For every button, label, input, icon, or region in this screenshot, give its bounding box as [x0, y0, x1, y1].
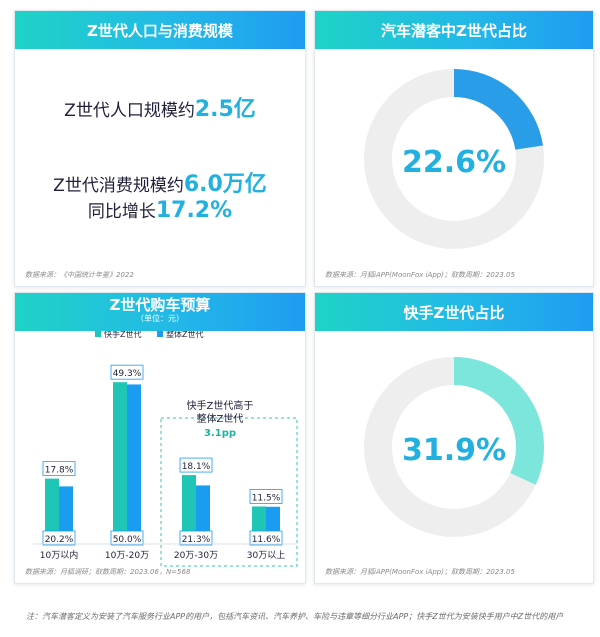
data-label-kuaishou: 20.2%	[45, 535, 74, 545]
legend-swatch-kuaishou	[95, 331, 101, 337]
legend-label-kuaishou: 快手Z世代	[104, 331, 141, 339]
panel-budget: Z世代购车预算 （单位：元） 快手Z世代 整体Z世代 快手Z世代高于 整体Z世代…	[14, 292, 306, 584]
kuaishou-donut: 31.9%	[364, 357, 544, 537]
car-prospects-donut: 22.6%	[364, 69, 544, 249]
panel-budget-title: Z世代购车预算	[109, 296, 211, 314]
legend-swatch-overall	[157, 331, 163, 337]
donut-segment	[453, 69, 543, 151]
bar-kuaishou	[113, 382, 127, 544]
category-label: 30万以上	[247, 550, 285, 561]
panel-budget-subtitle: （单位：元）	[136, 314, 184, 323]
category-label: 10万以内	[40, 549, 78, 561]
data-label-overall: 11.5%	[252, 493, 281, 503]
data-label-kuaishou-box	[179, 530, 213, 546]
bar-kuaishou	[182, 475, 196, 544]
panel-car-prospects-title: 汽车潜客中Z世代占比	[315, 11, 593, 49]
bar-overall	[127, 384, 141, 544]
panel-kuaishou-title: 快手Z世代占比	[315, 293, 593, 331]
callout-line-1: 快手Z世代高于	[187, 399, 254, 412]
panel-budget-source: 数据来源：月狐调研；取数周期：2023.06，N=568	[25, 568, 191, 576]
data-label-overall-box	[249, 489, 283, 504]
donut-value-label: 22.6%	[402, 145, 506, 180]
data-label-kuaishou-box	[42, 530, 76, 546]
bar-kuaishou	[45, 478, 59, 544]
population-line: Z世代人口规模约2.5亿	[15, 91, 305, 123]
data-label-overall: 17.8%	[45, 466, 74, 476]
consumption-line: Z世代消费规模约6.0万亿	[15, 166, 305, 198]
footnote: 注：汽车潜客定义为安装了汽车服务行业APP的用户，包括汽车资讯、汽车养护、车险与…	[26, 612, 564, 621]
consumption-value: 6.0万亿	[183, 172, 267, 197]
budget-bar-chart: 快手Z世代 整体Z世代 快手Z世代高于 整体Z世代 3.1pp 17.8% 20.…	[33, 331, 298, 567]
donut-segment	[453, 357, 544, 485]
population-value: 2.5亿	[194, 97, 256, 122]
data-label-kuaishou: 50.0%	[113, 535, 142, 545]
donut-value-label: 31.9%	[402, 433, 506, 468]
panel-car-prospects-source: 数据来源：月狐iAPP(MoonFox iApp)；取数周期：2023.05	[325, 271, 515, 279]
panel-kuaishou: 快手Z世代占比 31.9% 数据来源：月狐iAPP(MoonFox iApp)；…	[314, 292, 594, 584]
data-label-kuaishou-box	[249, 530, 283, 546]
growth-text: 同比增长	[87, 202, 156, 222]
callout-line-2: 整体Z世代	[197, 412, 244, 425]
data-label-kuaishou: 21.3%	[182, 535, 211, 545]
bar-overall	[196, 485, 210, 544]
category-label: 20万-30万	[174, 551, 218, 561]
growth-line: 同比增长17.2%	[15, 197, 305, 223]
panel-population-title: Z世代人口与消费规模	[15, 11, 305, 49]
panel-car-prospects: 汽车潜客中Z世代占比 22.6% 数据来源：月狐iAPP(MoonFox iAp…	[314, 10, 594, 287]
bars-group: 17.8% 20.2% 10万以内 49.3% 50.0% 10万-20万 18.1% 21.…	[33, 364, 297, 561]
data-label-overall: 18.1%	[182, 462, 211, 472]
panel-budget-head: Z世代购车预算 （单位：元）	[15, 293, 305, 331]
data-label-overall-box	[42, 461, 76, 477]
callout-box	[160, 417, 298, 567]
category-label: 10万-20万	[105, 551, 149, 561]
growth-value: 17.2%	[155, 198, 233, 223]
data-label-overall: 49.3%	[113, 369, 142, 379]
legend-label-overall: 整体Z世代	[166, 331, 203, 339]
panel-kuaishou-source: 数据来源：月狐iAPP(MoonFox iApp)；取数周期：2023.05	[325, 568, 515, 576]
population-text: Z世代人口规模约	[64, 101, 195, 121]
chart-legend: 快手Z世代 整体Z世代	[95, 331, 203, 339]
panel-population: Z世代人口与消费规模 Z世代人口规模约2.5亿 Z世代消费规模约6.0万亿 同比…	[14, 10, 306, 287]
bar-overall	[59, 486, 73, 544]
data-label-kuaishou-box	[110, 530, 144, 546]
data-label-overall-box	[179, 457, 213, 473]
callout-value: 3.1pp	[204, 428, 236, 439]
data-label-kuaishou: 11.6%	[252, 535, 281, 545]
panel-population-source: 数据来源：《中国统计年鉴》2022	[25, 271, 134, 279]
data-label-overall-box	[110, 364, 144, 380]
consumption-text: Z世代消费规模约	[53, 176, 184, 196]
